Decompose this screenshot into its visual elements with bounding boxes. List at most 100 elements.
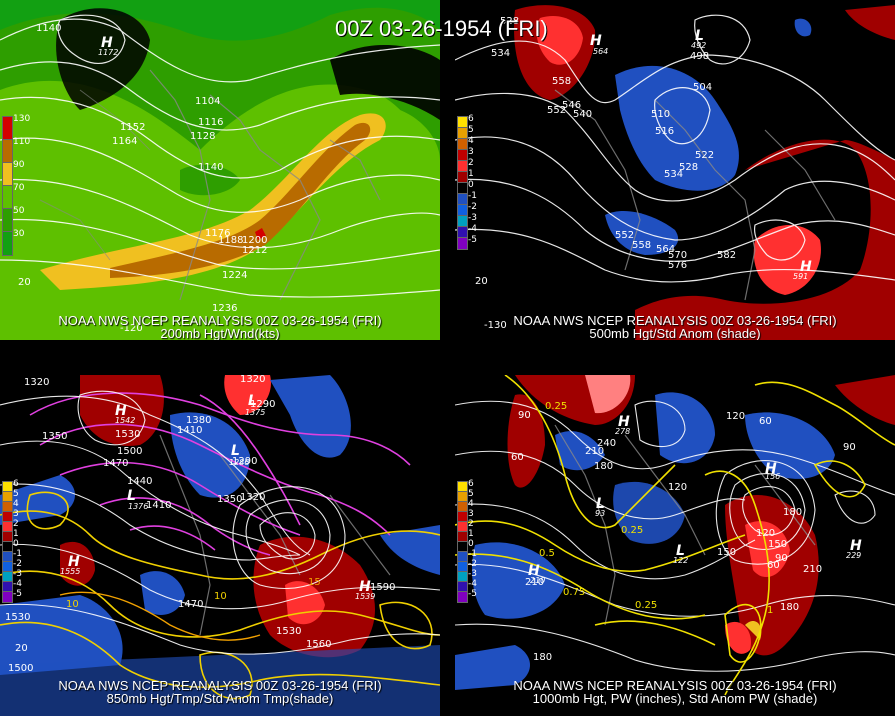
footer-field: 1000mb Hgt, PW (inches), Std Anom PW (sh…	[532, 691, 818, 706]
svg-text:180: 180	[783, 507, 802, 518]
svg-text:H: H	[359, 579, 371, 595]
svg-text:120: 120	[756, 528, 775, 539]
svg-text:564: 564	[593, 47, 608, 56]
svg-text:-120: -120	[120, 323, 143, 334]
svg-text:H: H	[765, 461, 777, 477]
svg-text:180: 180	[780, 602, 799, 613]
svg-text:1224: 1224	[222, 270, 247, 281]
legend-label: -4	[13, 579, 22, 589]
svg-text:10: 10	[66, 599, 79, 610]
svg-text:582: 582	[717, 250, 736, 261]
svg-text:90: 90	[518, 410, 531, 421]
svg-text:1188: 1188	[218, 235, 243, 246]
svg-text:1530: 1530	[276, 626, 301, 637]
svg-text:120: 120	[668, 482, 687, 493]
legend-label: 2	[468, 519, 474, 529]
panel-500mb: 528 534 558 546 552 540 504 498 510 516 …	[455, 0, 895, 340]
svg-text:180: 180	[533, 652, 552, 663]
svg-text:1172: 1172	[98, 48, 118, 57]
svg-text:150: 150	[768, 539, 787, 550]
svg-text:210: 210	[585, 446, 604, 457]
legend-label: -3	[468, 569, 477, 579]
svg-text:1140: 1140	[198, 162, 223, 173]
svg-text:210: 210	[525, 577, 544, 588]
svg-text:H: H	[590, 33, 602, 49]
svg-text:1164: 1164	[112, 136, 137, 147]
svg-text:L: L	[695, 28, 704, 44]
legend-label: 90	[13, 160, 25, 170]
svg-text:1236: 1236	[212, 303, 237, 314]
svg-text:534: 534	[491, 48, 510, 59]
footer-source: NOAA NWS NCEP REANALYSIS 00Z 03-26-1954 …	[513, 678, 837, 693]
svg-text:20: 20	[18, 277, 31, 288]
legend-label: 2	[468, 158, 474, 168]
svg-text:1380: 1380	[186, 415, 211, 426]
svg-text:L: L	[127, 488, 136, 504]
legend-label: 30	[13, 229, 25, 239]
legend-label: -2	[468, 559, 477, 569]
svg-text:0.75: 0.75	[563, 587, 585, 598]
svg-text:180: 180	[594, 461, 613, 472]
svg-text:240: 240	[597, 438, 616, 449]
svg-text:1350: 1350	[217, 494, 242, 505]
svg-text:534: 534	[664, 169, 683, 180]
svg-text:1116: 1116	[198, 117, 223, 128]
svg-text:156: 156	[765, 472, 780, 481]
legend-swatch	[2, 231, 13, 256]
svg-text:1128: 1128	[190, 131, 215, 142]
footer-field: 850mb Hgt/Tmp/Std Anom Tmp(shade)	[106, 691, 334, 706]
svg-text:546: 546	[562, 100, 581, 111]
svg-text:60: 60	[759, 416, 772, 427]
legend-label: 3	[468, 147, 474, 157]
svg-text:528: 528	[679, 162, 698, 173]
svg-text:558: 558	[552, 76, 571, 87]
svg-text:1320: 1320	[240, 492, 265, 503]
svg-text:0.5: 0.5	[539, 548, 555, 559]
svg-text:229: 229	[846, 551, 861, 560]
legend-label: 4	[13, 499, 19, 509]
svg-text:L: L	[676, 543, 685, 559]
svg-text:1560: 1560	[306, 639, 331, 650]
svg-text:522: 522	[695, 150, 714, 161]
map-500mb: 528 534 558 546 552 540 504 498 510 516 …	[455, 0, 895, 340]
legend-swatch	[457, 237, 468, 250]
legend-label: 1	[468, 169, 474, 179]
legend-label: -5	[468, 235, 477, 245]
legend-label: 0	[13, 539, 19, 549]
legend-label: -4	[468, 224, 477, 234]
svg-text:564: 564	[656, 244, 675, 255]
legend-label: 130	[13, 114, 31, 124]
svg-text:498: 498	[690, 51, 709, 62]
map-200mb: 1140 1104 1116 1128 1152 1164 1140 1176 …	[0, 0, 440, 340]
svg-text:1555: 1555	[60, 567, 80, 576]
svg-text:1: 1	[767, 605, 773, 616]
legend-label: 6	[13, 479, 19, 489]
footer-source: NOAA NWS NCEP REANALYSIS 00Z 03-26-1954 …	[513, 313, 837, 328]
legend-label: 6	[468, 114, 474, 124]
map-1000mb: 90 60 0.25 210 240 180 120 60 90 120 150…	[455, 375, 895, 716]
svg-text:1152: 1152	[120, 122, 145, 133]
svg-text:558: 558	[632, 240, 651, 251]
legend-label: 110	[13, 137, 31, 147]
svg-text:504: 504	[693, 82, 712, 93]
legend-label: 3	[468, 509, 474, 519]
svg-text:60: 60	[511, 452, 524, 463]
svg-text:278: 278	[615, 427, 630, 436]
svg-text:540: 540	[573, 109, 592, 120]
svg-text:90: 90	[843, 442, 856, 453]
svg-text:L: L	[231, 443, 240, 459]
svg-text:1410: 1410	[177, 425, 202, 436]
legend-swatch	[2, 208, 13, 233]
svg-text:552: 552	[615, 230, 634, 241]
svg-text:1375: 1375	[245, 408, 265, 417]
legend-label: 0	[468, 180, 474, 190]
legend-label: 1	[468, 529, 474, 539]
legend-label: -2	[468, 202, 477, 212]
footer-source: NOAA NWS NCEP REANALYSIS 00Z 03-26-1954 …	[58, 313, 382, 328]
svg-text:1140: 1140	[36, 23, 61, 34]
legend-swatch	[2, 116, 13, 141]
legend-label: 3	[13, 509, 19, 519]
legend-label: -1	[468, 191, 477, 201]
svg-text:1530: 1530	[115, 429, 140, 440]
